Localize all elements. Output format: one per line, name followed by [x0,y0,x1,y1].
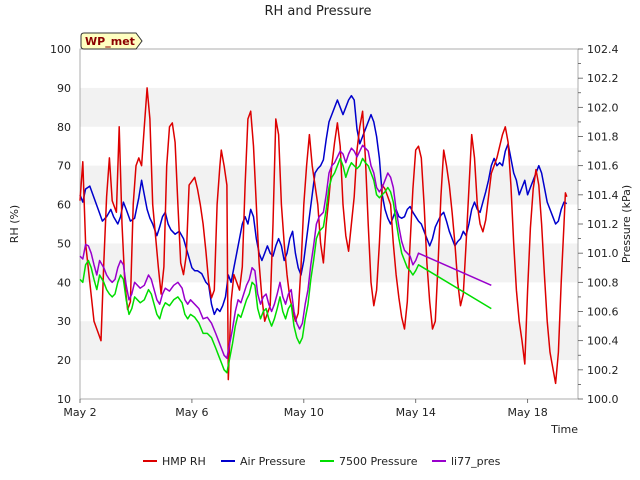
x-tick-label: May 6 [175,406,208,419]
y-axis-label-left: RH (%) [8,205,21,243]
y-right-tick-label: 101.8 [587,131,619,144]
series-line-li77-pres [79,144,492,359]
y-left-tick-label: 40 [57,276,71,289]
badge-label: WP_met [85,35,135,48]
y-right-tick-label: 102.4 [587,43,619,56]
y-axis-right: 100.0 100.2 100.4 100.6 100.8 101.0 101.2 101.4… [578,43,619,406]
legend-label: 7500 Pressure [339,455,418,468]
x-tick-label: May 14 [396,406,436,419]
y-right-tick-label: 100.6 [587,306,619,319]
y-left-tick-label: 60 [57,199,71,212]
y-left-tick-label: 100 [50,43,71,56]
series-line-7500-pressure [79,157,492,374]
y-right-tick-label: 100.4 [587,335,619,348]
y-left-tick-label: 90 [57,82,71,95]
series-layer [79,87,568,385]
y-right-tick-label: 100.2 [587,364,619,377]
y-right-tick-label: 101.0 [587,247,619,260]
legend: HMP RH Air Pressure 7500 Pressure li77_pres [143,455,501,468]
y-right-tick-label: 102.2 [587,72,619,85]
x-tick-label: May 10 [284,406,324,419]
y-right-tick-label: 101.2 [587,218,619,231]
y-left-tick-label: 50 [57,237,71,250]
x-tick-label: May 2 [63,406,96,419]
y-right-tick-label: 100.8 [587,276,619,289]
chart-title: RH and Pressure [264,4,371,19]
y-axis-left: 10 20 30 40 50 60 70 80 90 100 [50,43,71,406]
grid-band [80,321,578,361]
x-axis: May 2 May 6 May 10 May 14 May 18 [63,399,548,419]
legend-label: HMP RH [162,455,206,468]
station-badge: WP_met [80,32,143,50]
legend-label: Air Pressure [240,455,306,468]
badge-shape [80,32,143,50]
y-right-tick-label: 101.4 [587,189,619,202]
y-left-tick-label: 10 [57,393,71,406]
series-line-hmp-rh [79,87,568,385]
y-left-tick-label: 70 [57,160,71,173]
series-line-air-pressure [79,94,568,316]
legend-label: li77_pres [451,455,501,468]
x-tick-label: May 18 [508,406,548,419]
y-axis-label-right: Pressure (kPa) [620,185,633,263]
y-left-tick-label: 30 [57,315,71,328]
y-left-tick-label: 20 [57,354,71,367]
x-axis-label: Time [550,423,578,436]
grid-bands [80,87,578,361]
y-right-tick-label: 101.6 [587,160,619,173]
y-left-tick-label: 80 [57,121,71,134]
grid-band [80,243,578,283]
y-right-tick-label: 102.0 [587,101,619,114]
y-right-tick-label: 100.0 [587,393,619,406]
